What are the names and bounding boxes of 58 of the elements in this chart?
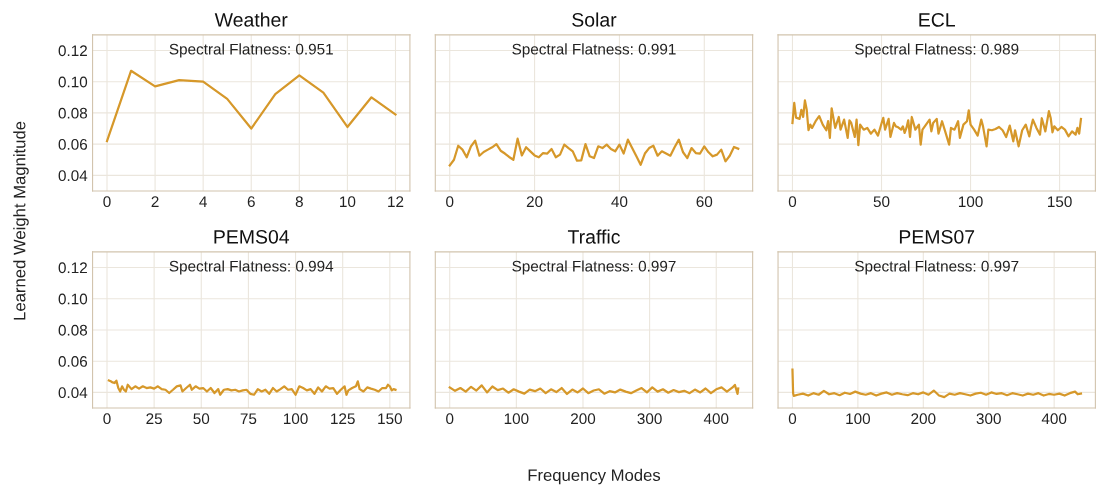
annotation: Spectral Flatness: 0.951 (169, 43, 333, 58)
x-tick-label: 0 (788, 413, 797, 425)
x-tick-label: 25 (146, 413, 162, 425)
x-tick-label: 0 (446, 413, 454, 425)
x-tick-label: 40 (611, 196, 628, 208)
annotation: Spectral Flatness: 0.994 (169, 260, 334, 275)
x-tick-label: 0 (446, 196, 454, 208)
y-tick-label: 0.10 (58, 293, 88, 305)
chart-title: PEMS04 (214, 229, 290, 244)
y-tick-label: 0.06 (58, 356, 88, 367)
chart-title: PEMS07 (899, 229, 975, 244)
x-tick-label: 8 (295, 196, 303, 208)
x-tick-label: 20 (526, 196, 543, 208)
x-tick-label: 50 (193, 413, 210, 425)
x-tick-label: 400 (703, 413, 729, 425)
x-tick-label: 125 (331, 413, 355, 425)
y-axis-title: Learned Weight Magnitude (13, 121, 29, 320)
x-tick-label: 150 (1048, 196, 1072, 208)
annotation: Spectral Flatness: 0.991 (512, 43, 676, 58)
y-tick-label: 0.04 (58, 387, 88, 399)
x-tick-label: 100 (504, 413, 529, 425)
y-tick-label: 0.08 (58, 107, 88, 119)
x-tick-label: 400 (1041, 413, 1067, 425)
x-axis-title: Frequency Modes (528, 468, 661, 485)
y-tick-label: 0.10 (58, 76, 88, 88)
x-tick-label: 300 (637, 413, 662, 425)
x-tick-label: 10 (340, 196, 356, 208)
x-tick-label: 100 (958, 196, 983, 208)
x-tick-label: 75 (240, 413, 257, 425)
line-series (107, 379, 397, 396)
y-tick-label: 0.06 (58, 139, 88, 150)
annotation: Spectral Flatness: 0.997 (512, 260, 676, 275)
y-tick-label: 0.08 (58, 324, 88, 336)
x-tick-label: 300 (976, 413, 1001, 425)
chart-title: Weather (214, 12, 288, 27)
x-tick-label: 6 (247, 196, 255, 208)
x-tick-label: 12 (388, 196, 404, 207)
chart-title: Solar (572, 12, 617, 27)
x-tick-label: 100 (283, 413, 308, 425)
x-tick-label: 0 (103, 413, 111, 425)
annotation: Spectral Flatness: 0.989 (855, 43, 1019, 58)
x-tick-label: 50 (873, 196, 890, 208)
chart-title: Traffic (567, 229, 620, 244)
x-tick-label: 60 (696, 196, 713, 208)
y-tick-label: 0.12 (58, 262, 87, 274)
y-tick-label: 0.12 (58, 45, 87, 57)
x-tick-label: 100 (846, 413, 871, 425)
x-tick-label: 200 (571, 413, 596, 425)
x-tick-label: 0 (788, 196, 797, 208)
x-tick-label: 2 (151, 196, 159, 207)
x-tick-label: 0 (103, 196, 111, 208)
x-tick-label: 4 (199, 196, 207, 207)
line-series (105, 69, 397, 143)
x-tick-label: 150 (378, 413, 402, 425)
x-tick-label: 200 (911, 413, 936, 425)
chart-title: ECL (919, 12, 955, 27)
y-tick-label: 0.04 (58, 170, 88, 182)
annotation: Spectral Flatness: 0.997 (855, 260, 1019, 275)
